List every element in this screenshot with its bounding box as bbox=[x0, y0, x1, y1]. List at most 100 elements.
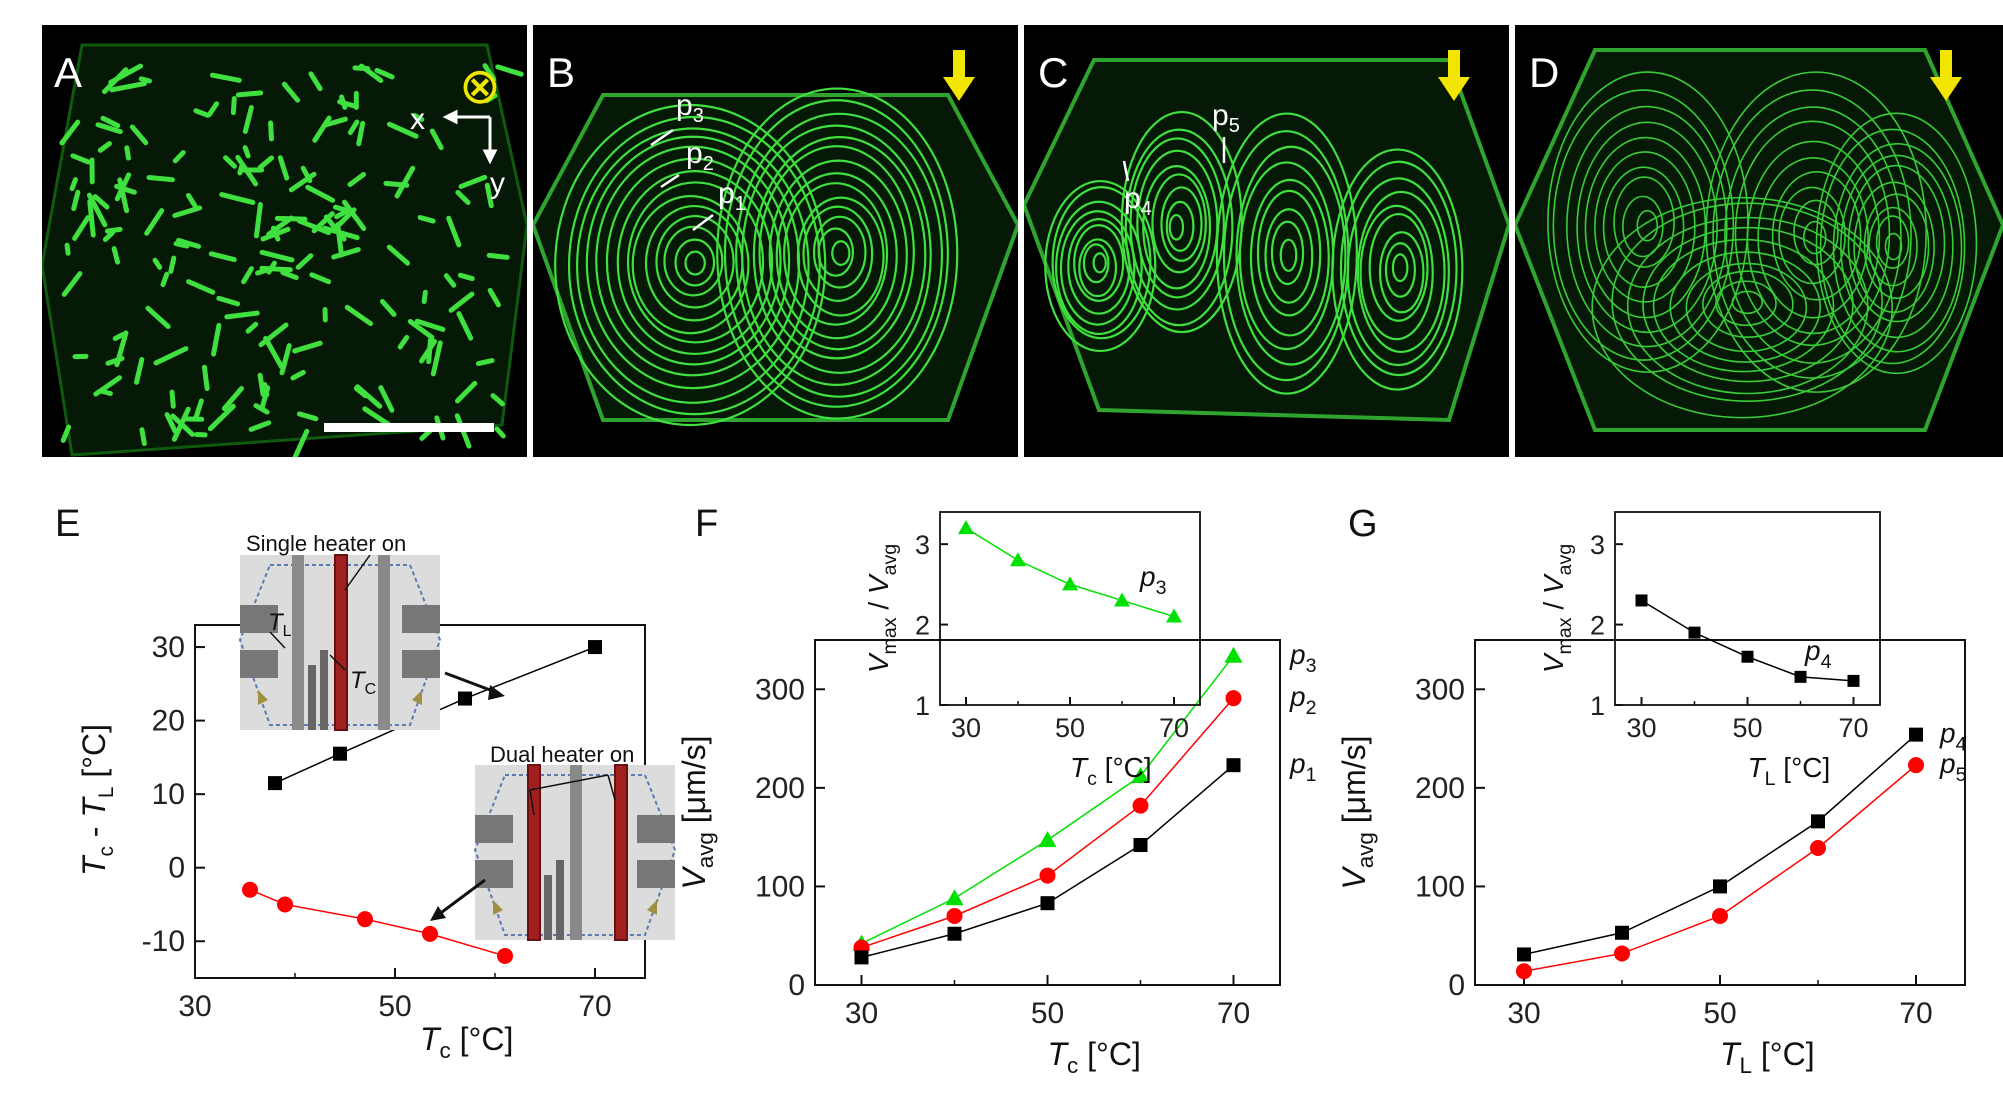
chart-e-panel-label: E bbox=[55, 503, 80, 545]
panel-label-d: D bbox=[1529, 49, 1559, 96]
y-tick-label: 20 bbox=[152, 705, 185, 738]
chart-f-inset: 30 50 70 1 2 3 Tc [°C] Vmax / Vavg p3 bbox=[863, 511, 1201, 790]
y-tick-label: 0 bbox=[168, 852, 185, 885]
chart-f-p2-point bbox=[946, 908, 963, 924]
chart-e-series-0-point bbox=[333, 746, 347, 761]
chart-g-y-axis-title: Vavg [μm/s] bbox=[1336, 735, 1378, 889]
chart-f-inset-x-axis-title: Tc [°C] bbox=[1070, 752, 1152, 790]
f-inset-x-tick-label: 30 bbox=[951, 713, 981, 743]
chart-g-inset-label: p4 bbox=[1804, 635, 1832, 673]
arrow-down-icon bbox=[1930, 50, 1962, 101]
scale-bar bbox=[324, 423, 494, 432]
y-tick-label: -10 bbox=[142, 925, 185, 958]
image-panel-d: D bbox=[1515, 25, 2003, 457]
f-plot-frame bbox=[814, 639, 1281, 986]
svg-text:p1: p1 bbox=[718, 177, 746, 215]
f-inset-x-tick-label: 70 bbox=[1159, 713, 1189, 743]
y-tick-label: 30 bbox=[152, 631, 185, 664]
chart-f-p1-point bbox=[1226, 758, 1241, 773]
streak-image-a: A ⊗ x y bbox=[42, 43, 527, 457]
chart-e-series-0-point bbox=[458, 691, 472, 706]
axis-x-label: x bbox=[410, 103, 425, 136]
y-tick-label: 10 bbox=[152, 778, 185, 811]
chart-g-x-axis-title: TL [°C] bbox=[1720, 1036, 1815, 1078]
f-inset-plot-frame bbox=[939, 511, 1201, 706]
panel-label-b: B bbox=[547, 49, 575, 96]
dual-heater-caption: Dual heater on bbox=[490, 742, 634, 767]
f-inset-y-tick-label: 3 bbox=[915, 530, 930, 560]
chart-f-axes: 30 50 70 0 100 200 300 Tc [°C] Vavg [μm/s] bbox=[676, 639, 1281, 1078]
chart-f-inset-label: p3 bbox=[1139, 561, 1167, 599]
pointer-arrow bbox=[437, 878, 486, 917]
f-y-tick-label: 200 bbox=[755, 772, 805, 805]
f-inset-x-tick-label: 50 bbox=[1055, 713, 1085, 743]
image-panel-b: B p3 p2 p1 bbox=[533, 25, 1018, 457]
into-page-icon: ⊗ bbox=[459, 57, 501, 115]
panel-label-c: C bbox=[1038, 49, 1068, 96]
svg-text:p3: p3 bbox=[676, 89, 704, 127]
chart-f-p1-label: p1 bbox=[1289, 748, 1316, 786]
chart-e-series-0-point bbox=[588, 640, 602, 655]
chart-f-p3-point bbox=[1131, 767, 1150, 784]
chart-g-p4-point bbox=[1811, 814, 1825, 829]
chart-f-p1-point bbox=[947, 926, 962, 941]
chart-g-p4-point bbox=[1517, 947, 1531, 962]
chart-f-p2-point bbox=[1132, 797, 1149, 814]
f-inset-y-tick-label: 1 bbox=[915, 691, 930, 721]
chart-f-p1-point bbox=[1040, 896, 1055, 911]
chart-f-p3-point bbox=[1224, 646, 1243, 663]
svg-text:p2: p2 bbox=[686, 137, 714, 175]
chart-g-p5-label: p5 bbox=[1939, 748, 1967, 786]
point-label-p1: p1 bbox=[692, 177, 746, 231]
chart-g-inset-point bbox=[1635, 594, 1648, 607]
chart-f-inset-y-axis-title: Vmax / Vavg bbox=[863, 544, 901, 673]
chart-g-p5-point bbox=[1712, 908, 1728, 924]
chart-f-p2-label: p2 bbox=[1289, 681, 1316, 719]
g-inset-y-tick-label: 2 bbox=[1590, 611, 1605, 641]
g-plot-frame bbox=[1474, 639, 1966, 986]
chart-f-series: p3 p2 p1 bbox=[852, 639, 1317, 965]
single-heater-caption: Single heater on bbox=[246, 531, 406, 556]
x-tick-label: 70 bbox=[578, 990, 611, 1023]
g-inset-y-tick-label: 1 bbox=[1590, 691, 1605, 721]
chart-e-series-1-point bbox=[242, 881, 258, 898]
g-x-tick-label: 70 bbox=[1899, 997, 1932, 1030]
dual-heater-inset: Dual heater on bbox=[430, 742, 677, 941]
chart-f-y-axis-title: Vavg [μm/s] bbox=[676, 735, 718, 889]
chart-f-inset-point bbox=[1114, 592, 1130, 607]
svg-text:p4: p4 bbox=[1124, 182, 1152, 220]
chart-g-panel-label: G bbox=[1348, 503, 1378, 545]
chart-g-p4-point bbox=[1615, 925, 1629, 940]
single-heater-inset: Single heater on TL TC bbox=[238, 531, 505, 731]
chart-g-p5-point bbox=[1516, 963, 1532, 980]
chart-g-inset-point bbox=[1847, 674, 1860, 687]
chart-f-inset-point bbox=[1166, 608, 1182, 623]
chart-g-inset-point bbox=[1688, 626, 1701, 639]
chart-e-axes: 30 50 70 30 20 10 0 -10 Tc [°C] Tc - TL [°C] bbox=[76, 624, 646, 1063]
streak-image-b: B p3 p2 p1 bbox=[533, 49, 1018, 427]
chart-g-inset-point bbox=[1741, 650, 1754, 663]
chart-f-p3-point bbox=[1038, 831, 1057, 848]
f-y-tick-label: 0 bbox=[788, 969, 805, 1002]
chart-e-x-axis-title: Tc [°C] bbox=[420, 1021, 513, 1063]
g-inset-x-tick-label: 30 bbox=[1626, 713, 1656, 743]
axis-y-label: y bbox=[490, 167, 505, 200]
chart-e-y-axis-title: Tc - TL [°C] bbox=[76, 724, 118, 876]
point-label-p2: p2 bbox=[660, 137, 714, 189]
point-label-p5: p5 bbox=[1212, 99, 1240, 163]
f-x-tick-label: 70 bbox=[1217, 997, 1250, 1030]
g-inset-x-tick-label: 50 bbox=[1732, 713, 1762, 743]
chart-g-inset-x-axis-title: TL [°C] bbox=[1748, 752, 1831, 790]
chart-e-series-0-point bbox=[268, 776, 282, 791]
f-y-tick-label: 100 bbox=[755, 870, 805, 903]
chart-e-series-1-point bbox=[357, 911, 373, 928]
chart-g-p5-point bbox=[1908, 757, 1924, 774]
g-inset-y-tick-label: 3 bbox=[1590, 530, 1605, 560]
g-x-tick-label: 50 bbox=[1703, 997, 1736, 1030]
arrow-down-icon bbox=[943, 50, 975, 101]
f-x-tick-label: 30 bbox=[845, 997, 878, 1030]
g-y-tick-label: 300 bbox=[1415, 673, 1465, 706]
